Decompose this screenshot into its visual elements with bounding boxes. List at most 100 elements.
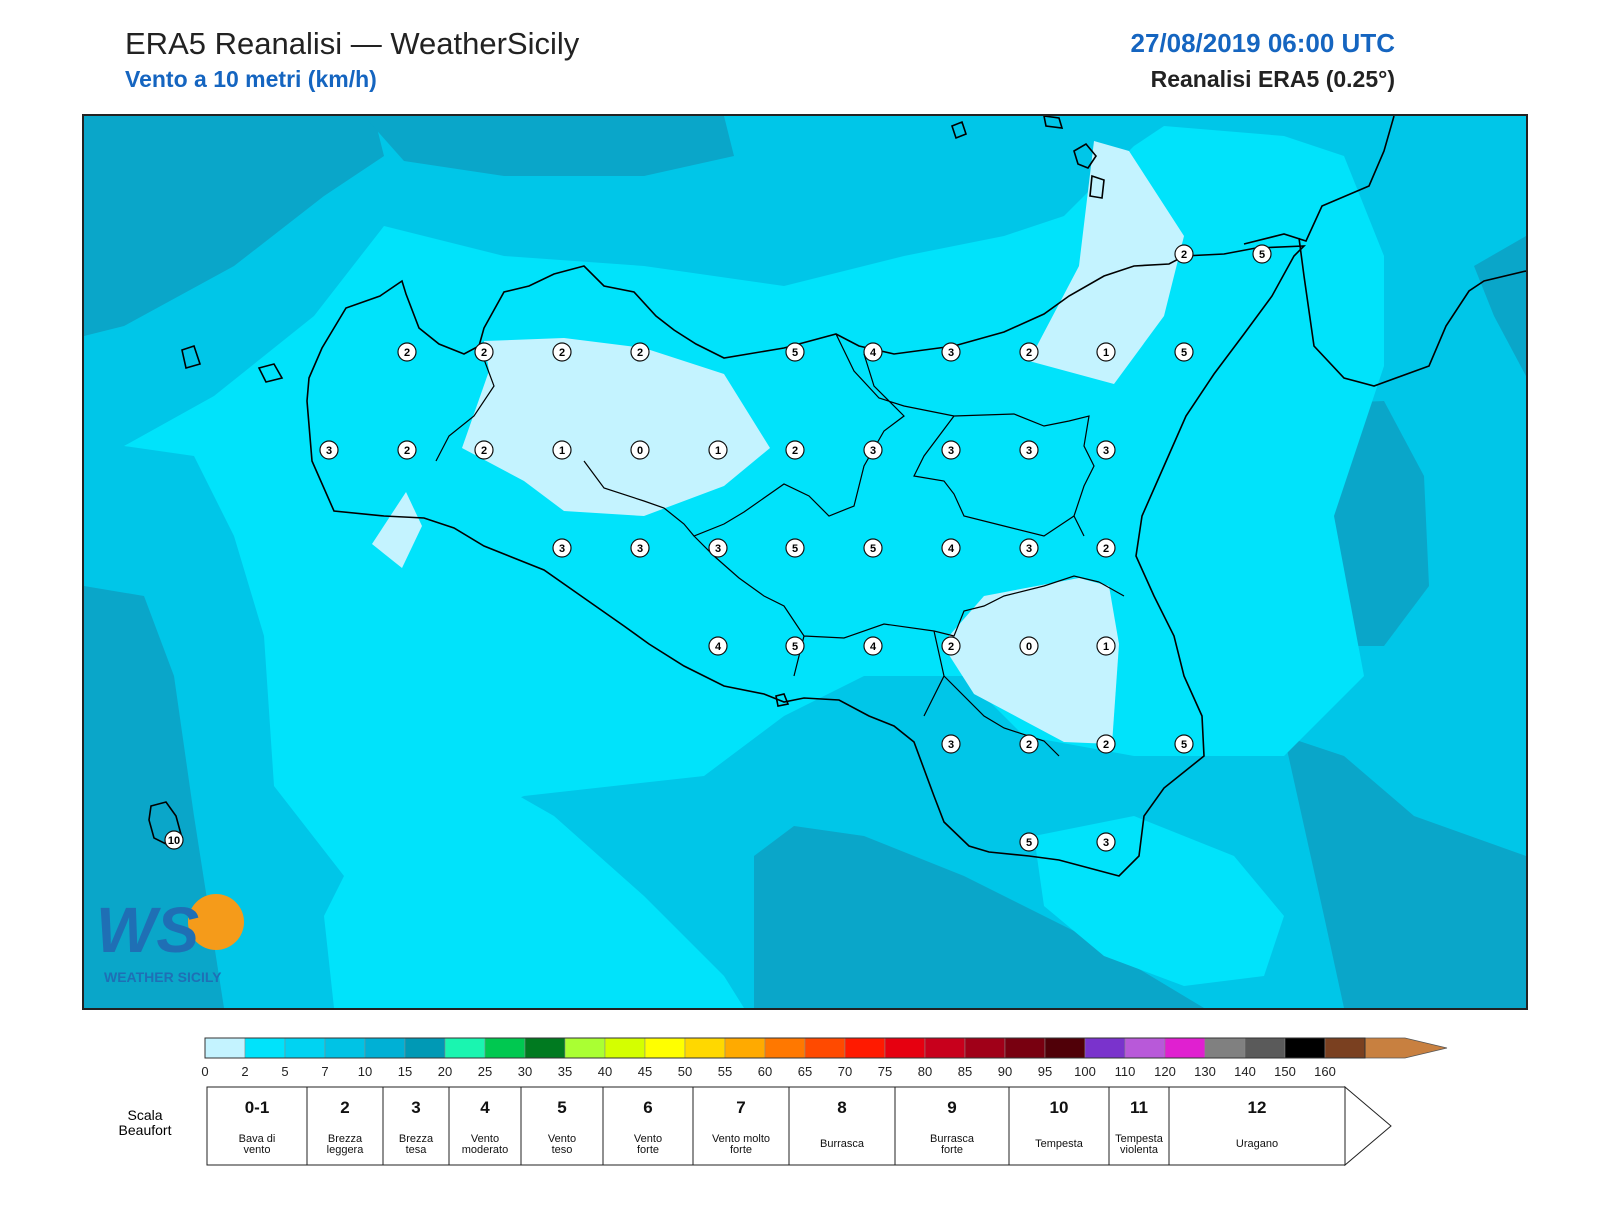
station-value: 2 — [1026, 347, 1032, 359]
colorbar-segment — [684, 1037, 726, 1059]
beaufort-box — [894, 1086, 1010, 1166]
station-value: 5 — [1259, 249, 1265, 261]
station-value: 3 — [870, 445, 876, 457]
beaufort-description: Vento molto — [712, 1133, 770, 1145]
map-title: ERA5 Reanalisi — WeatherSicily — [125, 26, 580, 61]
colorbar-tick-label: 45 — [638, 1064, 652, 1079]
station-marker — [1019, 440, 1039, 460]
wind-station: 3 — [1096, 832, 1116, 852]
beaufort-description: moderato — [462, 1144, 508, 1156]
station-marker — [941, 538, 961, 558]
colorbar-segment — [604, 1037, 646, 1059]
station-value: 1 — [1103, 347, 1109, 359]
station-value: 4 — [715, 641, 722, 653]
station-marker — [863, 636, 883, 656]
station-marker — [1019, 342, 1039, 362]
station-marker — [785, 636, 805, 656]
wind-station: 2 — [785, 440, 805, 460]
beaufort-scale: Scala Beaufort 0-1 Bava di vento 2 Brezza leg… — [0, 1085, 1600, 1200]
beaufort-number: 0-1 — [245, 1098, 270, 1117]
station-value: 3 — [637, 543, 643, 555]
colorbar-segment — [964, 1037, 1006, 1059]
station-value: 2 — [1026, 739, 1032, 751]
beaufort-arrow — [1344, 1085, 1392, 1167]
wind-station: 5 — [1019, 832, 1039, 852]
colorbar-tick-label: 5 — [281, 1064, 288, 1079]
calabria-coastline — [1243, 116, 1526, 387]
beaufort-number: 12 — [1248, 1098, 1267, 1117]
station-value: 2 — [637, 347, 643, 359]
station-marker — [941, 342, 961, 362]
colorbar-tick-label: 85 — [958, 1064, 972, 1079]
station-value: 5 — [792, 347, 798, 359]
colorbar-tick-label: 160 — [1314, 1064, 1336, 1079]
colorbar-segment — [1324, 1037, 1366, 1059]
station-value: 2 — [481, 445, 487, 457]
beaufort-number: 2 — [340, 1098, 349, 1117]
colorbar-tick-label: 55 — [718, 1064, 732, 1079]
colorbar-segment — [1244, 1037, 1286, 1059]
station-marker — [1174, 734, 1194, 754]
station-marker — [474, 342, 494, 362]
station-marker — [785, 538, 805, 558]
station-marker — [863, 342, 883, 362]
beaufort-description: leggera — [327, 1144, 365, 1156]
beaufort-description: vento — [244, 1144, 271, 1156]
beaufort-box — [692, 1086, 790, 1166]
wind-station: 2 — [552, 342, 572, 362]
colorbar-tick-label: 40 — [598, 1064, 612, 1079]
colorbar-tick-label: 7 — [321, 1064, 328, 1079]
wind-station: 2 — [1019, 734, 1039, 754]
deep-zone-se — [1284, 736, 1526, 1008]
station-marker — [785, 440, 805, 460]
station-marker — [785, 342, 805, 362]
beaufort-number: 9 — [947, 1098, 956, 1117]
beaufort-label-2: Beaufort — [119, 1122, 172, 1138]
colorbar-segment — [1044, 1037, 1086, 1059]
station-marker — [397, 342, 417, 362]
wind-station: 2 — [941, 636, 961, 656]
colorbar-tick-label: 15 — [398, 1064, 412, 1079]
station-value: 5 — [1026, 837, 1032, 849]
deep-zone-north — [364, 116, 734, 176]
wind-station: 2 — [1174, 244, 1194, 264]
colorbar-tick-label: 60 — [758, 1064, 772, 1079]
station-marker — [863, 538, 883, 558]
station-marker — [474, 440, 494, 460]
station-value: 2 — [792, 445, 798, 457]
colorbar-segment — [1164, 1037, 1206, 1059]
beaufort-level: 8 Burrasca — [788, 1086, 896, 1166]
malta — [775, 693, 790, 707]
station-marker — [1096, 440, 1116, 460]
station-marker — [708, 538, 728, 558]
beaufort-description: Brezza — [328, 1133, 363, 1145]
colorbar-segment — [1084, 1037, 1126, 1059]
station-value: 2 — [1103, 739, 1109, 751]
wind-station: 5 — [863, 538, 883, 558]
station-marker — [1096, 636, 1116, 656]
station-value: 2 — [1103, 543, 1109, 555]
beaufort-description: teso — [552, 1144, 573, 1156]
calm-zone-west — [462, 338, 770, 516]
colorbar-segment — [364, 1037, 406, 1059]
wind-station: 4 — [863, 342, 883, 362]
colorbar-tick-label: 100 — [1074, 1064, 1096, 1079]
wind-station: 3 — [1019, 440, 1039, 460]
beaufort-label-1: Scala — [127, 1107, 162, 1123]
beaufort-level: 12 Uragano — [1168, 1086, 1346, 1166]
beaufort-box — [1008, 1086, 1110, 1166]
station-marker — [1096, 832, 1116, 852]
station-value: 3 — [1026, 445, 1032, 457]
station-value: 1 — [559, 445, 565, 457]
station-markers: 2 2 2 2 5 4 3 2 1 53 2 2 1 0 1 2 3 3 3 33 3 3 5 5 4 3 24 5 4 2 0 13 2 2 55… — [164, 244, 1272, 852]
beaufort-box — [382, 1086, 450, 1166]
colorbar-tick-label: 90 — [998, 1064, 1012, 1079]
wind-station: 0 — [1019, 636, 1039, 656]
beaufort-box — [788, 1086, 896, 1166]
colorbar-tick-label: 80 — [918, 1064, 932, 1079]
logo-monogram: WS — [96, 894, 199, 966]
station-value: 5 — [1181, 739, 1187, 751]
